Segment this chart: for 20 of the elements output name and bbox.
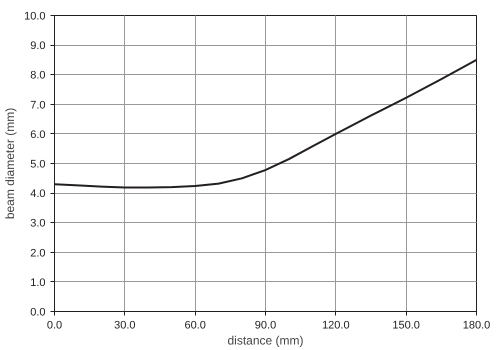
- y-tick-label: 0.0: [30, 306, 46, 318]
- y-tick-label: 3.0: [30, 218, 46, 230]
- y-tick-label: 10.0: [24, 10, 46, 22]
- y-tick-label: 9.0: [30, 40, 46, 52]
- y-tick-label: 2.0: [30, 247, 46, 260]
- x-tick-label: 30.0: [114, 320, 136, 332]
- y-tick-label: 8.0: [30, 70, 46, 82]
- y-tick-label: 1.0: [30, 276, 46, 289]
- y-tick-label: 7.0: [30, 99, 46, 112]
- y-tick-label: 4.0: [30, 188, 46, 200]
- x-tick-label: 120.0: [322, 320, 350, 332]
- y-tick-label: 5.0: [30, 158, 46, 170]
- x-axis-title: distance (mm): [227, 334, 304, 348]
- y-axis-title: beam diameter (mm): [3, 108, 18, 220]
- y-tick-label: 6.0: [30, 128, 46, 141]
- x-tick-label: 0.0: [46, 320, 62, 332]
- x-tick-label: 90.0: [254, 320, 276, 332]
- x-tick-label: 150.0: [392, 320, 420, 332]
- x-tick-label: 60.0: [184, 320, 206, 332]
- x-tick-label: 180.0: [462, 320, 490, 332]
